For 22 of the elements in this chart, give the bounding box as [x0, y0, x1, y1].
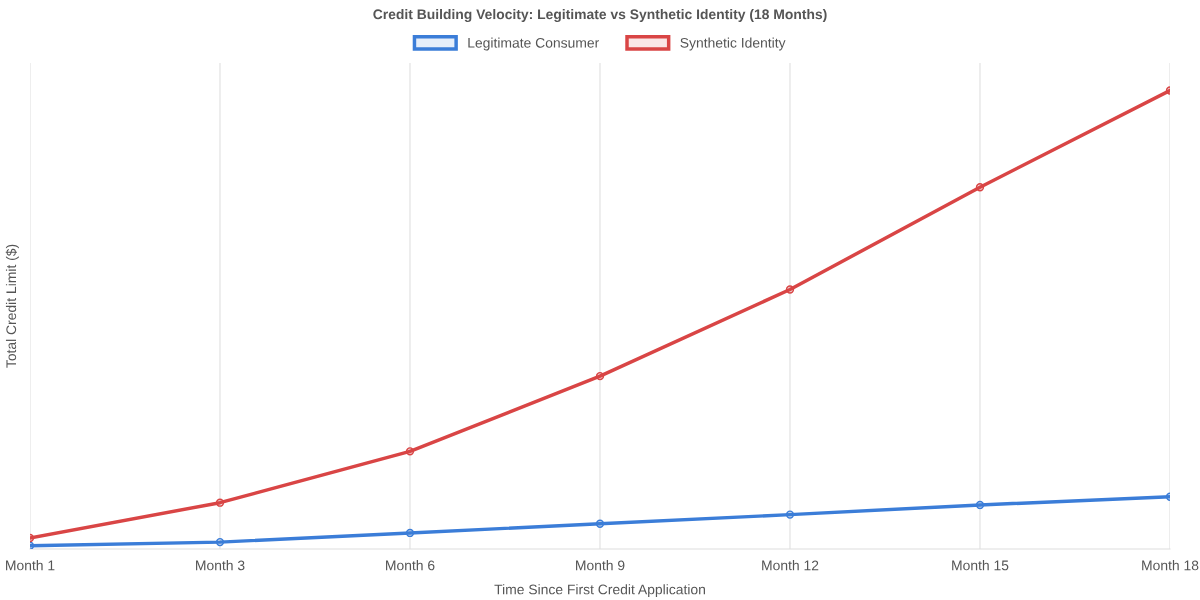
- legend-label: Synthetic Identity: [680, 37, 786, 51]
- x-tick-label: Month 9: [576, 560, 625, 571]
- point: [595, 519, 605, 528]
- y-axis-title: Total Credit Limit ($): [5, 244, 19, 368]
- point: [595, 371, 605, 381]
- chart-title: Credit Building Velocity: Legitimate vs Synthetic Identity (18 Months): [373, 9, 827, 23]
- x-tick-label: Month 6: [386, 560, 435, 571]
- point: [405, 447, 415, 456]
- x-tick-label: Month 15: [952, 560, 1009, 571]
- x-tick-label: Month 1: [6, 560, 55, 571]
- point: [975, 183, 985, 192]
- x-tick-label: Month 12: [762, 560, 819, 571]
- legend-label: Legitimate Consumer: [468, 37, 600, 51]
- point: [785, 285, 795, 294]
- point: [215, 537, 225, 547]
- x-axis-title: Time Since First Credit Application: [494, 584, 705, 598]
- x-tick-label: Month 18: [1142, 560, 1199, 571]
- x-tick-label: Month 3: [196, 560, 245, 571]
- point: [785, 510, 795, 519]
- point: [975, 500, 985, 510]
- point: [405, 528, 415, 538]
- point: [215, 498, 225, 507]
